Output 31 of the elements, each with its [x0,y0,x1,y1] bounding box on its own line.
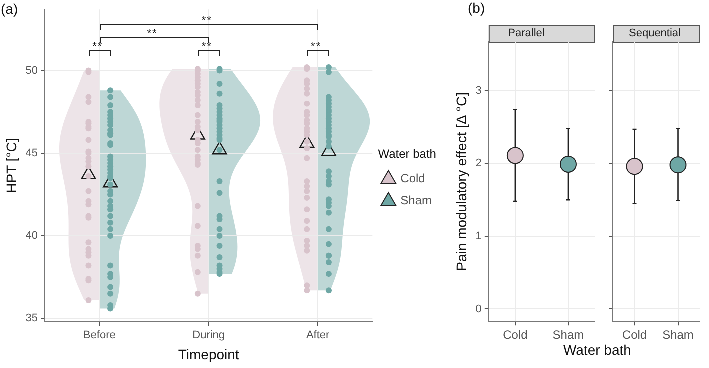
x-tick-label: Sham [552,328,584,342]
y-tick-label: 35 [26,312,38,325]
chart-title: (a) [1,1,18,17]
x-tick-label: During [192,330,226,342]
y-tick-label: 2 [476,158,482,170]
y-tick-label: 3 [476,84,482,97]
y-tick-label: 50 [26,64,38,77]
legend-label: Sham [400,194,432,208]
x-tick-label: Cold [622,328,648,342]
x-tick-label: Sham [662,328,694,342]
chart-title: Parallel [508,28,545,40]
annotation: ** [147,28,158,40]
y-tick-label: 0 [476,303,482,316]
chart-title: Sequential [629,28,681,40]
x-tick-label: After [306,330,330,342]
annotation: ** [311,40,322,53]
annotation: ** [202,14,212,27]
annotation: ** [92,40,104,53]
y-tick-label: 45 [26,147,38,160]
y-axis-title: HPT [°C] [3,138,20,194]
x-tick-label: Before [83,330,116,342]
x-axis-title: Water bath [563,342,632,358]
y-tick-label: 1 [476,230,482,242]
annotation: ** [202,40,212,53]
legend-label: Cold [400,172,426,186]
x-axis-title: Timepoint [178,346,240,362]
text: (b) [468,0,486,16]
x-tick-label: Cold [503,328,528,342]
y-tick-label: 40 [26,230,38,242]
legend-title: Water bath [378,147,436,162]
y-axis-title: Pain modulatory effect [Δ °C] [453,92,470,272]
